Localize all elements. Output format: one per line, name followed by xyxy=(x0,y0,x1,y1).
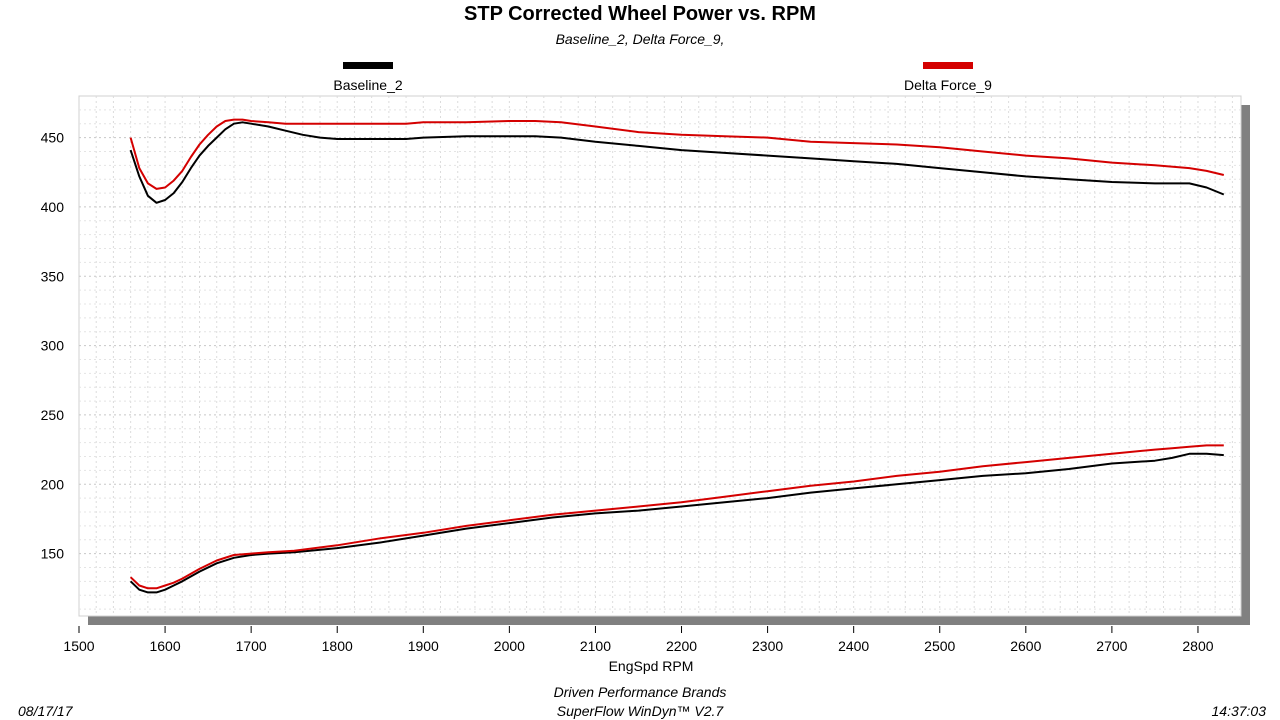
x-tick-label: 2800 xyxy=(1182,638,1213,654)
legend-swatch-baseline xyxy=(343,62,393,69)
series-line-0 xyxy=(129,121,1225,204)
legend-item-delta-force: Delta Force_9 xyxy=(868,62,1028,93)
footer-date: 08/17/17 xyxy=(18,703,73,719)
x-tick-label: 2600 xyxy=(1010,638,1041,654)
x-tick-label: 2700 xyxy=(1096,638,1127,654)
x-tick-label: 2400 xyxy=(838,638,869,654)
chart-title: STP Corrected Wheel Power vs. RPM xyxy=(464,3,816,25)
legend-label-baseline: Baseline_2 xyxy=(333,77,403,93)
x-tick-label: 1600 xyxy=(149,638,180,654)
x-tick-label: 2000 xyxy=(494,638,525,654)
series-line-3 xyxy=(129,444,1224,590)
x-tick-label: 2100 xyxy=(580,638,611,654)
series-line-1 xyxy=(129,118,1225,190)
legend-label-delta-force: Delta Force_9 xyxy=(904,77,992,93)
footer-software: SuperFlow WinDyn™ V2.7 xyxy=(556,703,724,719)
x-tick-label: 2300 xyxy=(752,638,783,654)
x-tick-label: 2500 xyxy=(924,638,955,654)
x-tick-label: 2200 xyxy=(666,638,697,654)
y-tick-label: 450 xyxy=(41,130,65,146)
x-tick-label: 1700 xyxy=(236,638,267,654)
y-tick-label: 250 xyxy=(41,407,65,423)
footer-company: Driven Performance Brands xyxy=(553,684,727,700)
y-tick-label: 200 xyxy=(41,476,65,492)
plot-area xyxy=(78,95,1242,617)
chart-subtitle: Baseline_2, Delta Force_9, xyxy=(555,31,725,47)
legend-item-baseline: Baseline_2 xyxy=(288,62,448,93)
x-axis-label: EngSpd RPM xyxy=(609,658,694,674)
y-tick-label: 350 xyxy=(41,268,65,284)
footer-time: 14:37:03 xyxy=(1211,703,1267,719)
y-tick-label: 300 xyxy=(41,338,65,354)
y-tick-label: 400 xyxy=(41,199,65,215)
series-line-2 xyxy=(129,452,1224,594)
x-tick-label: 1500 xyxy=(63,638,94,654)
legend-swatch-delta-force xyxy=(923,62,973,69)
y-tick-label: 150 xyxy=(41,546,65,562)
x-tick-label: 1900 xyxy=(408,638,439,654)
x-tick-label: 1800 xyxy=(322,638,353,654)
